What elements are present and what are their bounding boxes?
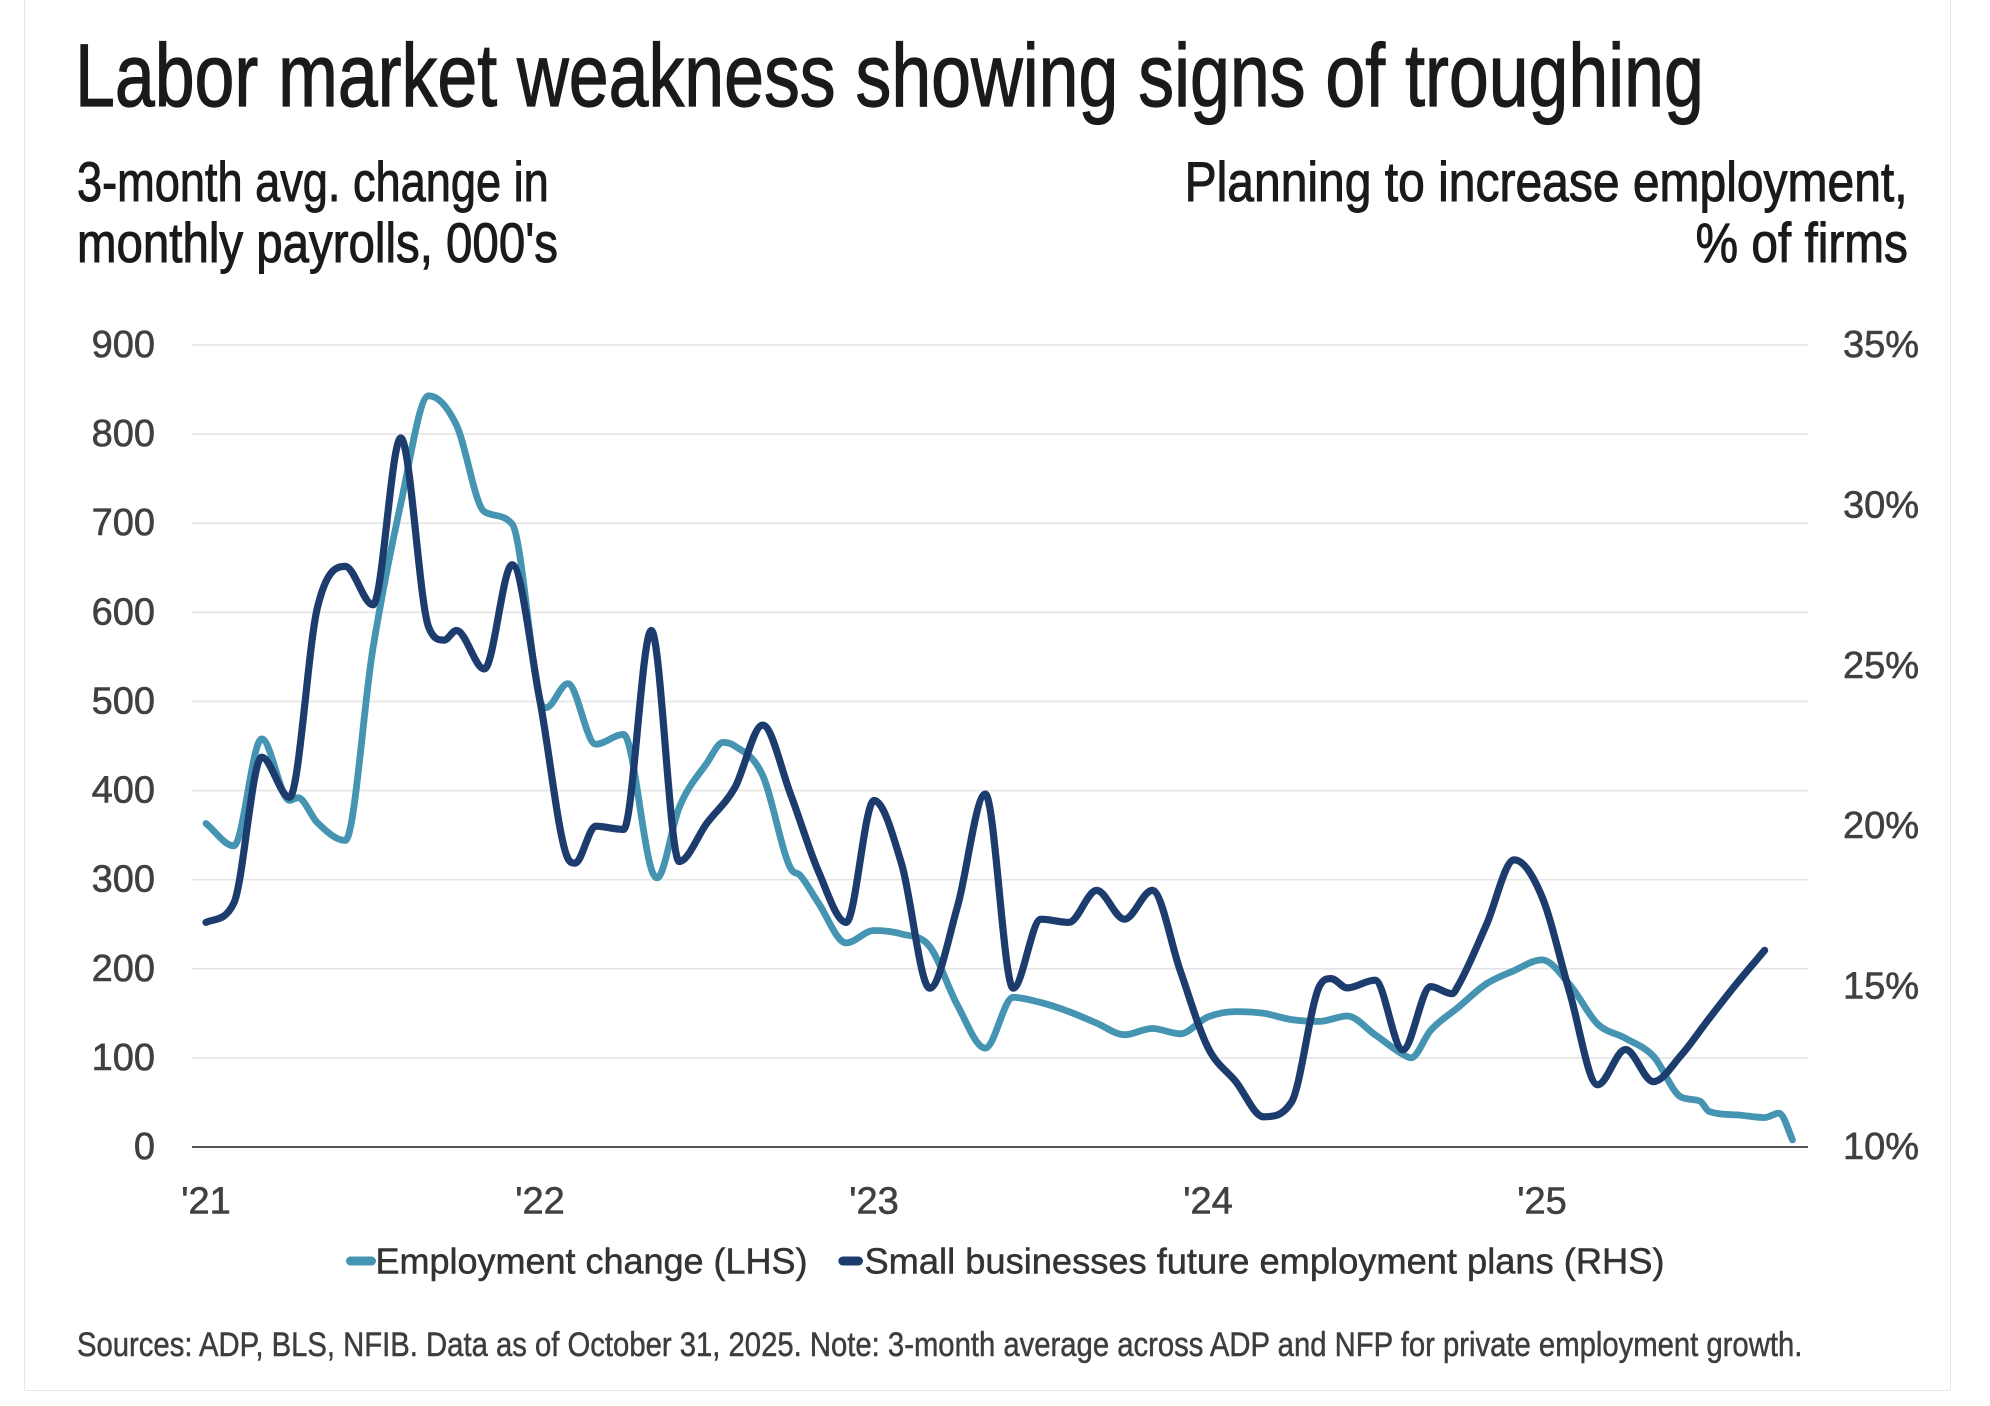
svg-text:'21: '21 xyxy=(181,1181,231,1223)
svg-text:0: 0 xyxy=(134,1126,155,1168)
svg-text:30%: 30% xyxy=(1843,484,1919,526)
svg-text:200: 200 xyxy=(92,948,155,990)
svg-text:Small businesses future employ: Small businesses future employment plans… xyxy=(865,1241,1665,1282)
svg-text:400: 400 xyxy=(92,770,155,812)
svg-text:25%: 25% xyxy=(1843,645,1919,687)
svg-text:'24: '24 xyxy=(1183,1181,1233,1223)
svg-text:800: 800 xyxy=(92,413,155,455)
svg-text:600: 600 xyxy=(92,591,155,633)
svg-text:'25: '25 xyxy=(1517,1181,1567,1223)
svg-text:'23: '23 xyxy=(849,1181,899,1223)
svg-text:15%: 15% xyxy=(1843,966,1919,1008)
svg-text:'22: '22 xyxy=(515,1181,565,1223)
svg-text:300: 300 xyxy=(92,859,155,901)
svg-text:900: 900 xyxy=(92,324,155,366)
svg-text:100: 100 xyxy=(92,1037,155,1079)
svg-text:20%: 20% xyxy=(1843,805,1919,847)
svg-text:500: 500 xyxy=(92,680,155,722)
svg-text:35%: 35% xyxy=(1843,324,1919,366)
svg-text:10%: 10% xyxy=(1843,1126,1919,1168)
svg-text:Employment change (LHS): Employment change (LHS) xyxy=(376,1241,808,1282)
svg-text:700: 700 xyxy=(92,502,155,544)
